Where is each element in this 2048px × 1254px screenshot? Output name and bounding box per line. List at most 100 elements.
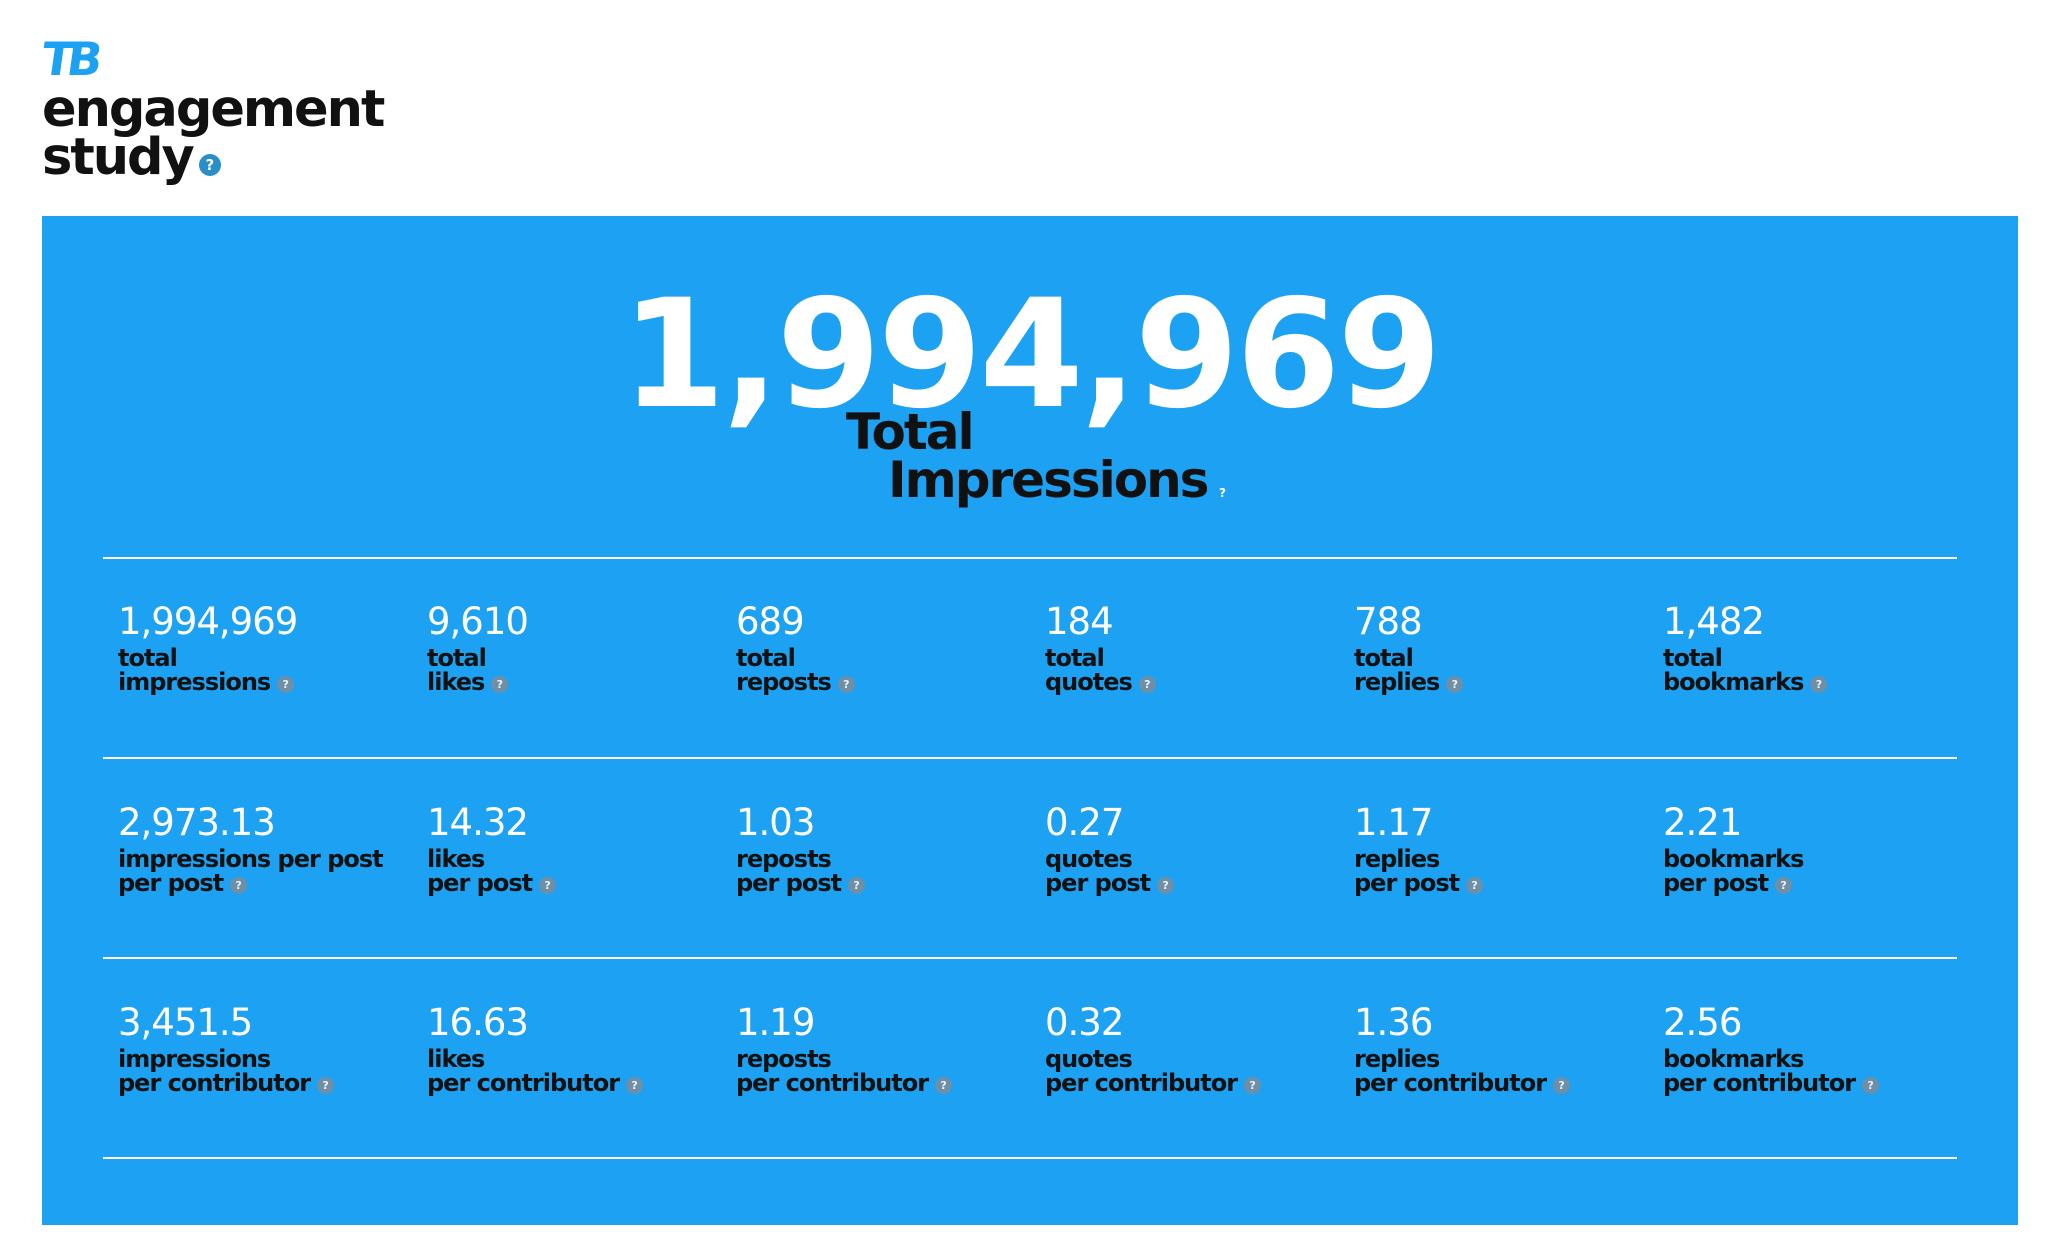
stat-label-line1: total	[1045, 644, 1105, 672]
stat-label-line1: bookmarks	[1663, 1045, 1804, 1073]
stat-label-line2: per contributor	[118, 1069, 311, 1097]
stat-label-line2: per post	[736, 869, 842, 897]
stats-row-totals: 1,994,969 total impressions? 9,610 total…	[103, 603, 1957, 694]
stat-label-line2: per contributor	[736, 1069, 929, 1097]
stat-label-line2: per contributor	[1045, 1069, 1238, 1097]
stat-label-line2-wrap: per contributor?	[1045, 1071, 1339, 1095]
divider	[103, 957, 1957, 959]
divider	[103, 1157, 1957, 1159]
hero-label-line2-wrap: Impressions ?	[888, 455, 1229, 505]
help-circle-icon[interactable]: ?	[1553, 1077, 1571, 1094]
hero-total-impressions-label: Total Impressions ?	[846, 403, 1229, 505]
help-circle-icon[interactable]: ?	[1810, 676, 1828, 693]
stat-likes-per-contributor: 16.63 likes per contributor?	[412, 1004, 721, 1095]
stat-label: total quotes?	[1045, 646, 1339, 694]
help-circle-icon[interactable]: ?	[1157, 877, 1175, 894]
stat-reposts-per-contributor: 1.19 reposts per contributor?	[721, 1004, 1030, 1095]
help-circle-icon[interactable]: ?	[1138, 676, 1156, 693]
help-circle-icon[interactable]: ?	[1466, 877, 1484, 894]
stat-label: impressions per post per post?	[118, 847, 412, 895]
stat-label-line1: total	[1663, 644, 1723, 672]
stat-label-line1: replies	[1354, 1045, 1440, 1073]
stat-label-line2-wrap: replies?	[1354, 670, 1648, 694]
stat-label-line1: total	[427, 644, 487, 672]
divider	[103, 757, 1957, 759]
stat-total-replies: 788 total replies?	[1339, 603, 1648, 694]
stat-label-line2: reposts	[736, 668, 832, 696]
stat-label-line2-wrap: per post?	[736, 871, 1030, 895]
stat-label-line1: impressions	[118, 1045, 271, 1073]
help-circle-icon[interactable]: ?	[848, 877, 866, 894]
help-circle-icon[interactable]: ?	[1775, 877, 1793, 894]
stat-impressions-per-post: 2,973.13 impressions per post per post?	[103, 804, 412, 895]
help-circle-icon[interactable]: ?	[230, 877, 248, 894]
stat-label-line2: per contributor	[1663, 1069, 1856, 1097]
stat-quotes-per-contributor: 0.32 quotes per contributor?	[1030, 1004, 1339, 1095]
help-circle-icon[interactable]: ?	[317, 1077, 335, 1094]
stat-label-line2: per contributor	[427, 1069, 620, 1097]
stat-label-line1: bookmarks	[1663, 845, 1804, 873]
stat-label: quotes per post?	[1045, 847, 1339, 895]
stat-label: total likes?	[427, 646, 721, 694]
stat-total-bookmarks: 1,482 total bookmarks?	[1648, 603, 1957, 694]
page-title-line2-wrap: study ?	[42, 132, 221, 183]
stat-label-line1: impressions per post	[118, 845, 384, 873]
help-circle-icon[interactable]: ?	[1218, 486, 1226, 500]
stat-label-line1: quotes	[1045, 845, 1133, 873]
stat-quotes-per-post: 0.27 quotes per post?	[1030, 804, 1339, 895]
stat-label-line1: total	[118, 644, 178, 672]
stat-value: 788	[1354, 600, 1423, 643]
stat-label-line2-wrap: per contributor?	[1663, 1071, 1957, 1095]
help-circle-icon[interactable]: ?	[277, 676, 295, 693]
divider	[103, 557, 1957, 559]
stat-label: bookmarks per post?	[1663, 847, 1957, 895]
stats-panel: 1,994,969 Total Impressions ? 1,994,969 …	[42, 216, 2018, 1225]
stat-label-line1: reposts	[736, 845, 832, 873]
stat-total-reposts: 689 total reposts?	[721, 603, 1030, 694]
stat-value: 3,451.5	[118, 1001, 253, 1044]
stat-label-line2-wrap: per contributor?	[427, 1071, 721, 1095]
help-circle-icon[interactable]: ?	[1244, 1077, 1262, 1094]
stat-total-quotes: 184 total quotes?	[1030, 603, 1339, 694]
stat-label-line1: likes	[427, 845, 485, 873]
stat-label-line1: quotes	[1045, 1045, 1133, 1073]
stat-likes-per-post: 14.32 likes per post?	[412, 804, 721, 895]
stat-label-line2-wrap: likes?	[427, 670, 721, 694]
help-circle-icon[interactable]: ?	[198, 154, 221, 176]
stat-label-line2: per post	[1663, 869, 1769, 897]
stat-total-impressions: 1,994,969 total impressions?	[103, 603, 412, 694]
hero-label-line1: Total	[846, 403, 975, 461]
help-circle-icon[interactable]: ?	[626, 1077, 644, 1094]
help-circle-icon[interactable]: ?	[935, 1077, 953, 1094]
page-title: engagement study ?	[42, 84, 385, 183]
help-circle-icon[interactable]: ?	[1862, 1077, 1880, 1094]
help-circle-icon[interactable]: ?	[1446, 676, 1464, 693]
stat-label-line1: total	[1354, 644, 1414, 672]
stat-label-line2-wrap: per post?	[1663, 871, 1957, 895]
stat-label: total impressions?	[118, 646, 412, 694]
stats-row-per-contributor: 3,451.5 impressions per contributor? 16.…	[103, 1004, 1957, 1095]
stat-label: quotes per contributor?	[1045, 1047, 1339, 1095]
help-circle-icon[interactable]: ?	[539, 877, 557, 894]
stat-reposts-per-post: 1.03 reposts per post?	[721, 804, 1030, 895]
stat-value: 14.32	[427, 801, 529, 844]
help-circle-icon[interactable]: ?	[837, 676, 855, 693]
stat-value: 1.17	[1354, 801, 1433, 844]
stat-label-line2: per contributor	[1354, 1069, 1547, 1097]
stat-label-line1: replies	[1354, 845, 1440, 873]
stat-value: 689	[736, 600, 805, 643]
stat-label: impressions per contributor?	[118, 1047, 412, 1095]
stat-label: replies per post?	[1354, 847, 1648, 895]
stat-value: 0.32	[1045, 1001, 1124, 1044]
hero-total-impressions-value: 1,994,969	[621, 268, 1442, 442]
stat-impressions-per-contributor: 3,451.5 impressions per contributor?	[103, 1004, 412, 1095]
help-circle-icon[interactable]: ?	[491, 676, 509, 693]
stat-label-line1: total	[736, 644, 796, 672]
stat-label-line2-wrap: per contributor?	[736, 1071, 1030, 1095]
stat-label: total bookmarks?	[1663, 646, 1957, 694]
stat-label-line2-wrap: per post?	[1354, 871, 1648, 895]
stat-label-line2-wrap: per contributor?	[1354, 1071, 1648, 1095]
stat-label: likes per contributor?	[427, 1047, 721, 1095]
brand-logo: TB	[38, 32, 101, 86]
